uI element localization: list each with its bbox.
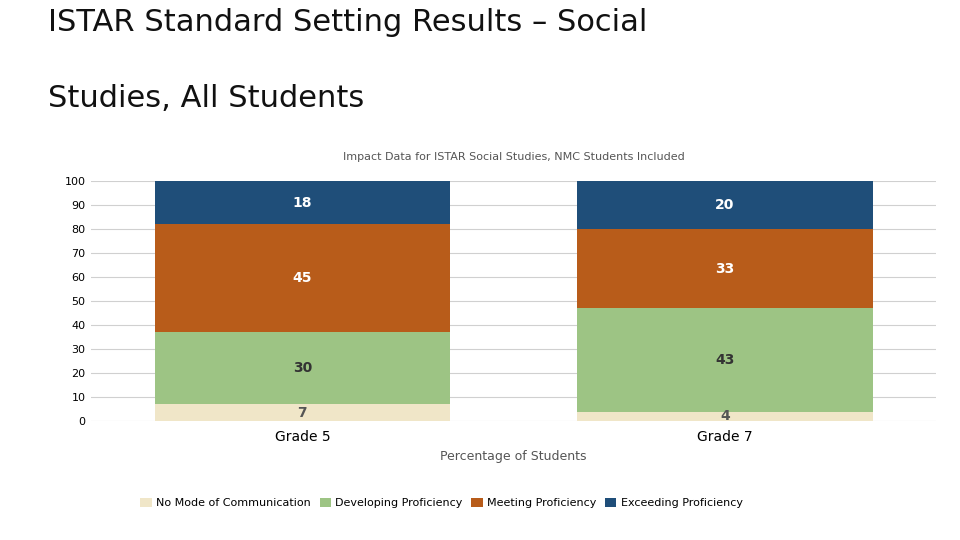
Bar	[155, 224, 450, 332]
Text: Indiana Department of Education: Indiana Department of Education	[497, 497, 808, 515]
Legend: No Mode of Communication, Developing Proficiency, Meeting Proficiency, Exceeding: No Mode of Communication, Developing Pro…	[136, 494, 747, 513]
Bar	[155, 332, 450, 404]
Text: 4: 4	[720, 409, 730, 423]
Text: Impact Data for ISTAR Social Studies, NMC Students Included: Impact Data for ISTAR Social Studies, NM…	[343, 152, 684, 161]
Bar	[577, 229, 873, 308]
Text: Percentage of Students: Percentage of Students	[441, 450, 587, 463]
Bar	[577, 411, 873, 421]
Bar	[577, 181, 873, 229]
Text: 20: 20	[715, 198, 734, 212]
Bar	[155, 181, 450, 224]
Text: 45: 45	[293, 271, 312, 285]
Text: 33: 33	[715, 261, 734, 275]
Bar	[155, 404, 450, 421]
Bar	[577, 308, 873, 411]
Text: 18: 18	[293, 195, 312, 210]
Text: 30: 30	[293, 361, 312, 375]
Text: 7: 7	[298, 406, 307, 420]
Text: Studies, All Students: Studies, All Students	[48, 84, 364, 113]
Text: ISTAR Standard Setting Results – Social: ISTAR Standard Setting Results – Social	[48, 8, 647, 37]
Text: 43: 43	[715, 353, 734, 367]
